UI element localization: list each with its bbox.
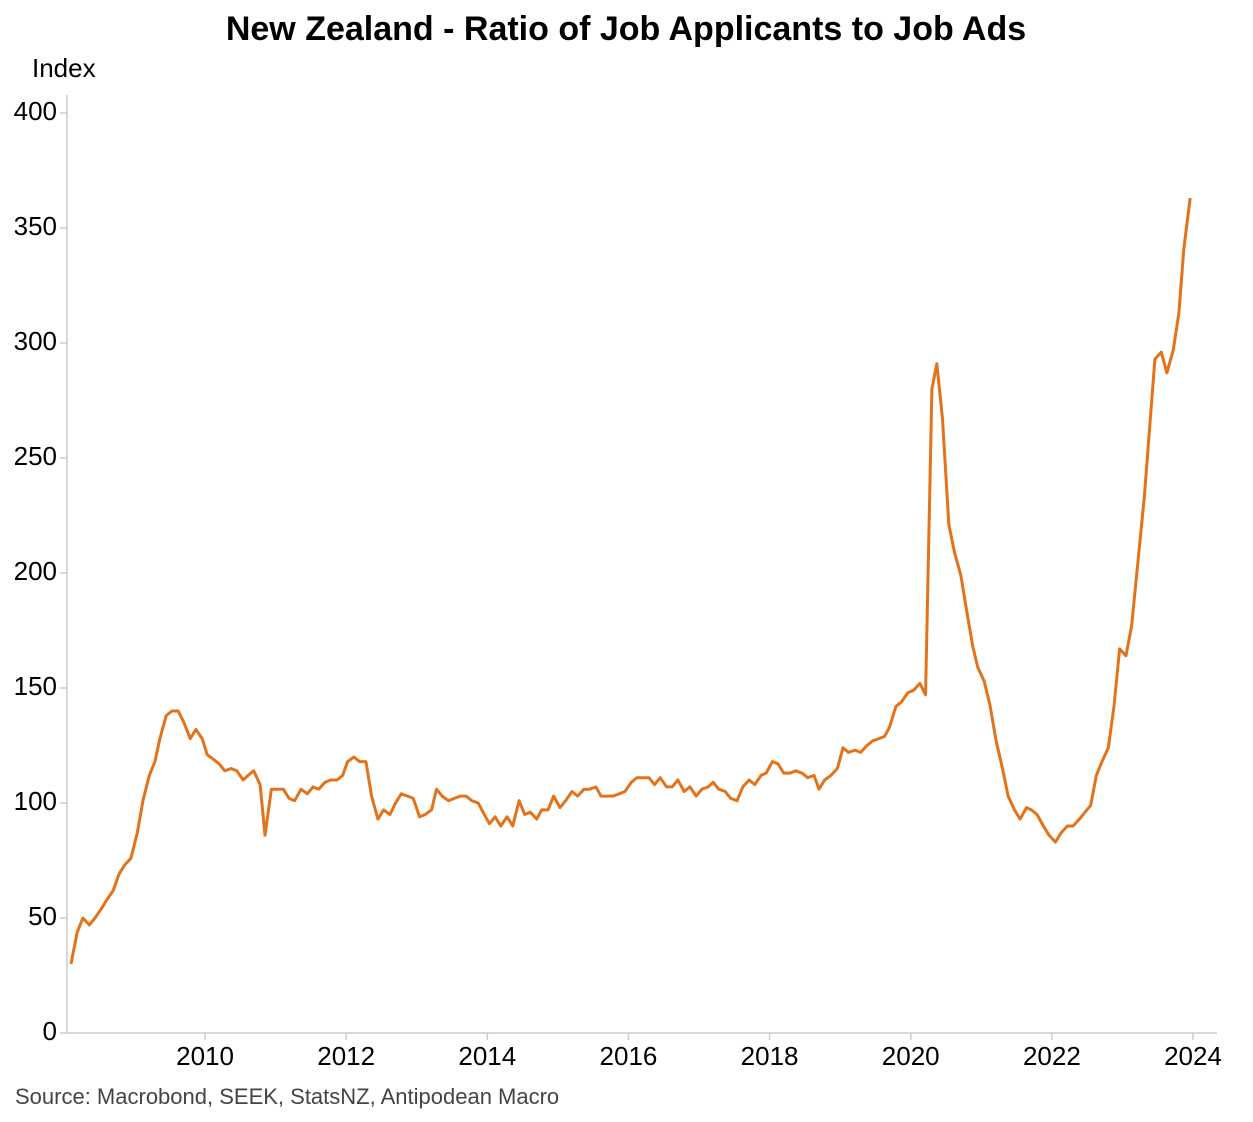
y-tick-label: 200 — [14, 556, 57, 586]
y-tick-label: 150 — [14, 671, 57, 701]
chart-title: New Zealand - Ratio of Job Applicants to… — [226, 10, 1026, 48]
x-tick-label: 2022 — [1023, 1041, 1081, 1071]
x-tick-label: 2024 — [1164, 1041, 1222, 1071]
y-tick-label: 350 — [14, 211, 57, 241]
y-tick-label: 250 — [14, 441, 57, 471]
y-tick-label: 100 — [14, 786, 57, 816]
y-axis-label: Index — [32, 53, 96, 83]
y-tick-label: 50 — [28, 901, 57, 931]
x-tick-label: 2012 — [317, 1041, 375, 1071]
x-tick-label: 2010 — [176, 1041, 234, 1071]
series-line — [69, 197, 1192, 965]
y-tick-label: 0 — [43, 1016, 57, 1046]
source-note: Source: Macrobond, SEEK, StatsNZ, Antipo… — [15, 1084, 559, 1109]
y-tick-label: 300 — [14, 326, 57, 356]
x-tick-label: 2016 — [600, 1041, 658, 1071]
x-tick-label: 2020 — [882, 1041, 940, 1071]
x-tick-label: 2018 — [741, 1041, 799, 1071]
x-tick-label: 2014 — [458, 1041, 516, 1071]
y-tick-label: 400 — [14, 96, 57, 126]
